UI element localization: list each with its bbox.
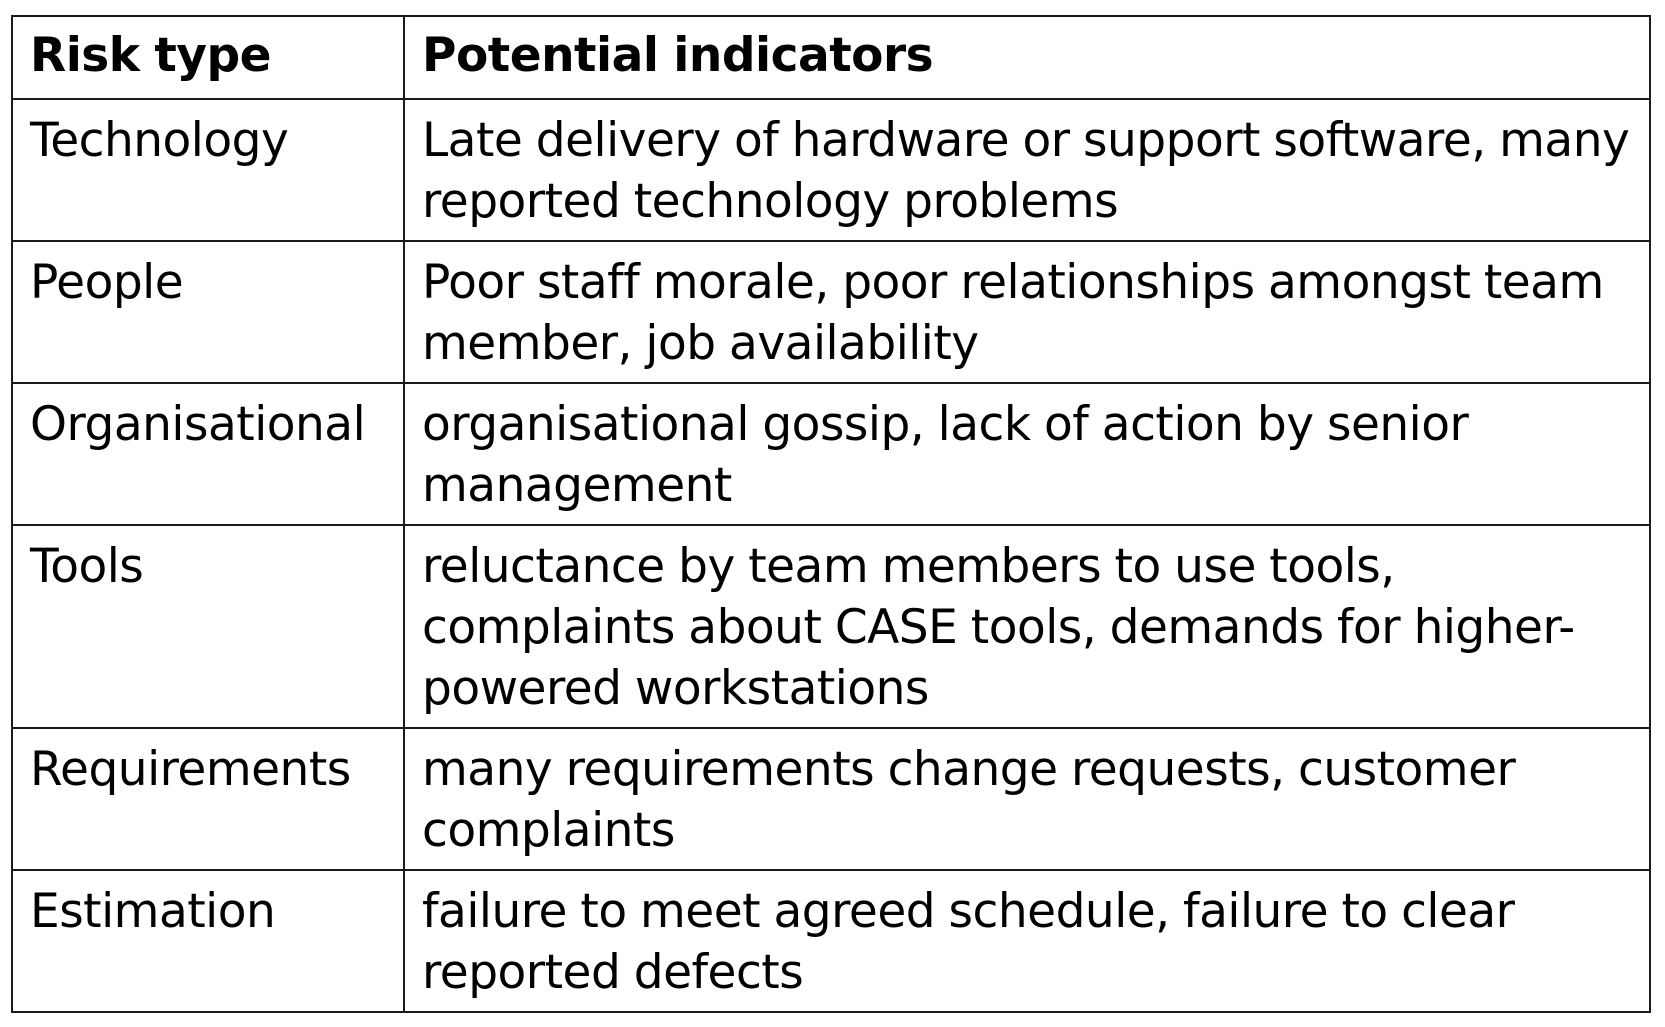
risk-type-cell: Tools — [11, 524, 405, 729]
risk-type-cell: Estimation — [11, 869, 405, 1013]
indicators-cell: organisational gossip, lack of action by… — [403, 382, 1651, 526]
risk-type-cell: Technology — [11, 98, 405, 242]
table-row: Organisational organisational gossip, la… — [11, 382, 1651, 526]
risk-type-cell: People — [11, 240, 405, 384]
table-row: People Poor staff morale, poor relations… — [11, 240, 1651, 384]
table-row: Tools reluctance by team members to use … — [11, 524, 1651, 729]
header-potential-indicators: Potential indicators — [403, 15, 1651, 100]
table-row: Requirements many requirements change re… — [11, 727, 1651, 871]
table-row: Estimation failure to meet agreed schedu… — [11, 869, 1651, 1013]
indicators-cell: Late delivery of hardware or support sof… — [403, 98, 1651, 242]
header-risk-type: Risk type — [11, 15, 405, 100]
risk-type-cell: Organisational — [11, 382, 405, 526]
indicators-cell: reluctance by team members to use tools,… — [403, 524, 1651, 729]
table-row: Technology Late delivery of hardware or … — [11, 98, 1651, 242]
indicators-cell: failure to meet agreed schedule, failure… — [403, 869, 1651, 1013]
risk-type-cell: Requirements — [11, 727, 405, 871]
indicators-cell: many requirements change requests, custo… — [403, 727, 1651, 871]
table-header-row: Risk type Potential indicators — [11, 15, 1651, 100]
risk-indicators-table: Risk type Potential indicators Technolog… — [11, 15, 1651, 1013]
indicators-cell: Poor staff morale, poor relationships am… — [403, 240, 1651, 384]
